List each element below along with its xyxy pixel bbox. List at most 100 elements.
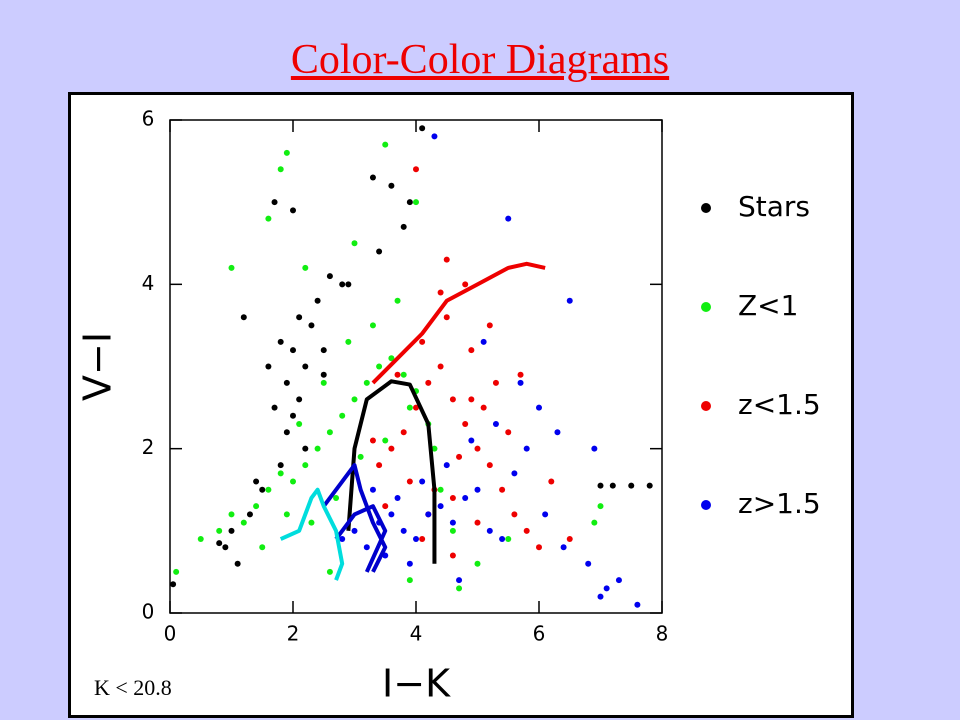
point bbox=[388, 445, 395, 452]
point bbox=[283, 429, 290, 436]
point bbox=[302, 462, 309, 469]
point bbox=[296, 396, 303, 403]
point bbox=[173, 568, 180, 575]
point bbox=[271, 404, 278, 411]
point bbox=[437, 503, 444, 510]
point bbox=[517, 371, 524, 378]
point bbox=[437, 363, 444, 370]
point bbox=[246, 511, 253, 518]
point bbox=[443, 314, 450, 321]
point bbox=[222, 544, 229, 551]
point bbox=[517, 379, 524, 386]
point bbox=[597, 482, 604, 489]
point bbox=[290, 347, 296, 354]
point bbox=[468, 437, 475, 444]
y-tick-label: 6 bbox=[142, 107, 155, 131]
point bbox=[400, 223, 407, 230]
point bbox=[499, 536, 506, 543]
point bbox=[609, 482, 616, 489]
point bbox=[646, 482, 653, 489]
point bbox=[265, 215, 272, 222]
point bbox=[492, 379, 499, 386]
point bbox=[302, 363, 309, 370]
legend-label: Z<1 bbox=[738, 289, 798, 322]
point bbox=[376, 462, 383, 469]
point bbox=[511, 470, 518, 477]
chart: K < 20.8 0 2 4 6 8 0 2 4 6 I−K V−I Stars Z<1 z<1.5 z>1… bbox=[68, 92, 854, 718]
legend-label: z<1.5 bbox=[738, 388, 821, 421]
point bbox=[597, 503, 604, 510]
point bbox=[511, 511, 518, 518]
point bbox=[536, 404, 542, 411]
point bbox=[449, 519, 456, 526]
point bbox=[456, 453, 463, 460]
point bbox=[492, 421, 499, 428]
curve bbox=[371, 261, 546, 385]
point bbox=[302, 264, 309, 271]
point bbox=[283, 379, 290, 386]
curve bbox=[334, 504, 388, 573]
point bbox=[326, 568, 333, 575]
point bbox=[462, 281, 469, 288]
legend-marker bbox=[701, 500, 711, 510]
point bbox=[382, 437, 389, 444]
point bbox=[456, 585, 463, 592]
y-tick-label: 2 bbox=[142, 435, 155, 459]
point bbox=[443, 256, 450, 263]
point bbox=[302, 445, 309, 452]
point bbox=[486, 462, 493, 469]
point bbox=[474, 445, 481, 452]
point bbox=[369, 486, 376, 493]
point bbox=[363, 379, 370, 386]
point bbox=[449, 527, 456, 534]
point bbox=[320, 379, 327, 386]
point bbox=[339, 281, 346, 288]
point bbox=[536, 544, 542, 551]
point bbox=[413, 166, 419, 173]
point bbox=[413, 536, 419, 543]
point bbox=[505, 536, 512, 543]
point bbox=[253, 478, 260, 485]
point bbox=[290, 478, 296, 485]
point bbox=[240, 314, 247, 321]
point bbox=[634, 601, 641, 608]
point bbox=[228, 511, 235, 518]
chart-frame bbox=[68, 92, 854, 718]
point bbox=[462, 494, 469, 501]
point bbox=[542, 511, 549, 518]
point bbox=[216, 527, 223, 534]
point bbox=[234, 560, 241, 567]
point bbox=[413, 199, 419, 206]
point bbox=[296, 421, 303, 428]
point bbox=[326, 429, 333, 436]
point bbox=[369, 322, 376, 329]
point bbox=[449, 494, 456, 501]
point bbox=[419, 536, 426, 543]
point bbox=[456, 577, 463, 584]
x-tick-label: 6 bbox=[533, 622, 546, 646]
point bbox=[425, 379, 432, 386]
point bbox=[400, 527, 407, 534]
point bbox=[431, 133, 438, 140]
point bbox=[296, 314, 303, 321]
point bbox=[419, 338, 426, 345]
point bbox=[566, 297, 573, 304]
point bbox=[566, 536, 573, 543]
point bbox=[437, 289, 444, 296]
point bbox=[253, 503, 260, 510]
point bbox=[400, 429, 407, 436]
x-tick-label: 8 bbox=[656, 622, 669, 646]
point bbox=[468, 347, 475, 354]
point bbox=[400, 371, 407, 378]
point bbox=[591, 519, 598, 526]
point bbox=[170, 581, 177, 588]
point bbox=[290, 207, 296, 214]
point bbox=[523, 527, 530, 534]
point bbox=[474, 486, 481, 493]
legend-marker bbox=[701, 302, 711, 312]
point bbox=[216, 540, 223, 547]
curve bbox=[322, 463, 388, 573]
point bbox=[499, 486, 506, 493]
point bbox=[277, 166, 284, 173]
